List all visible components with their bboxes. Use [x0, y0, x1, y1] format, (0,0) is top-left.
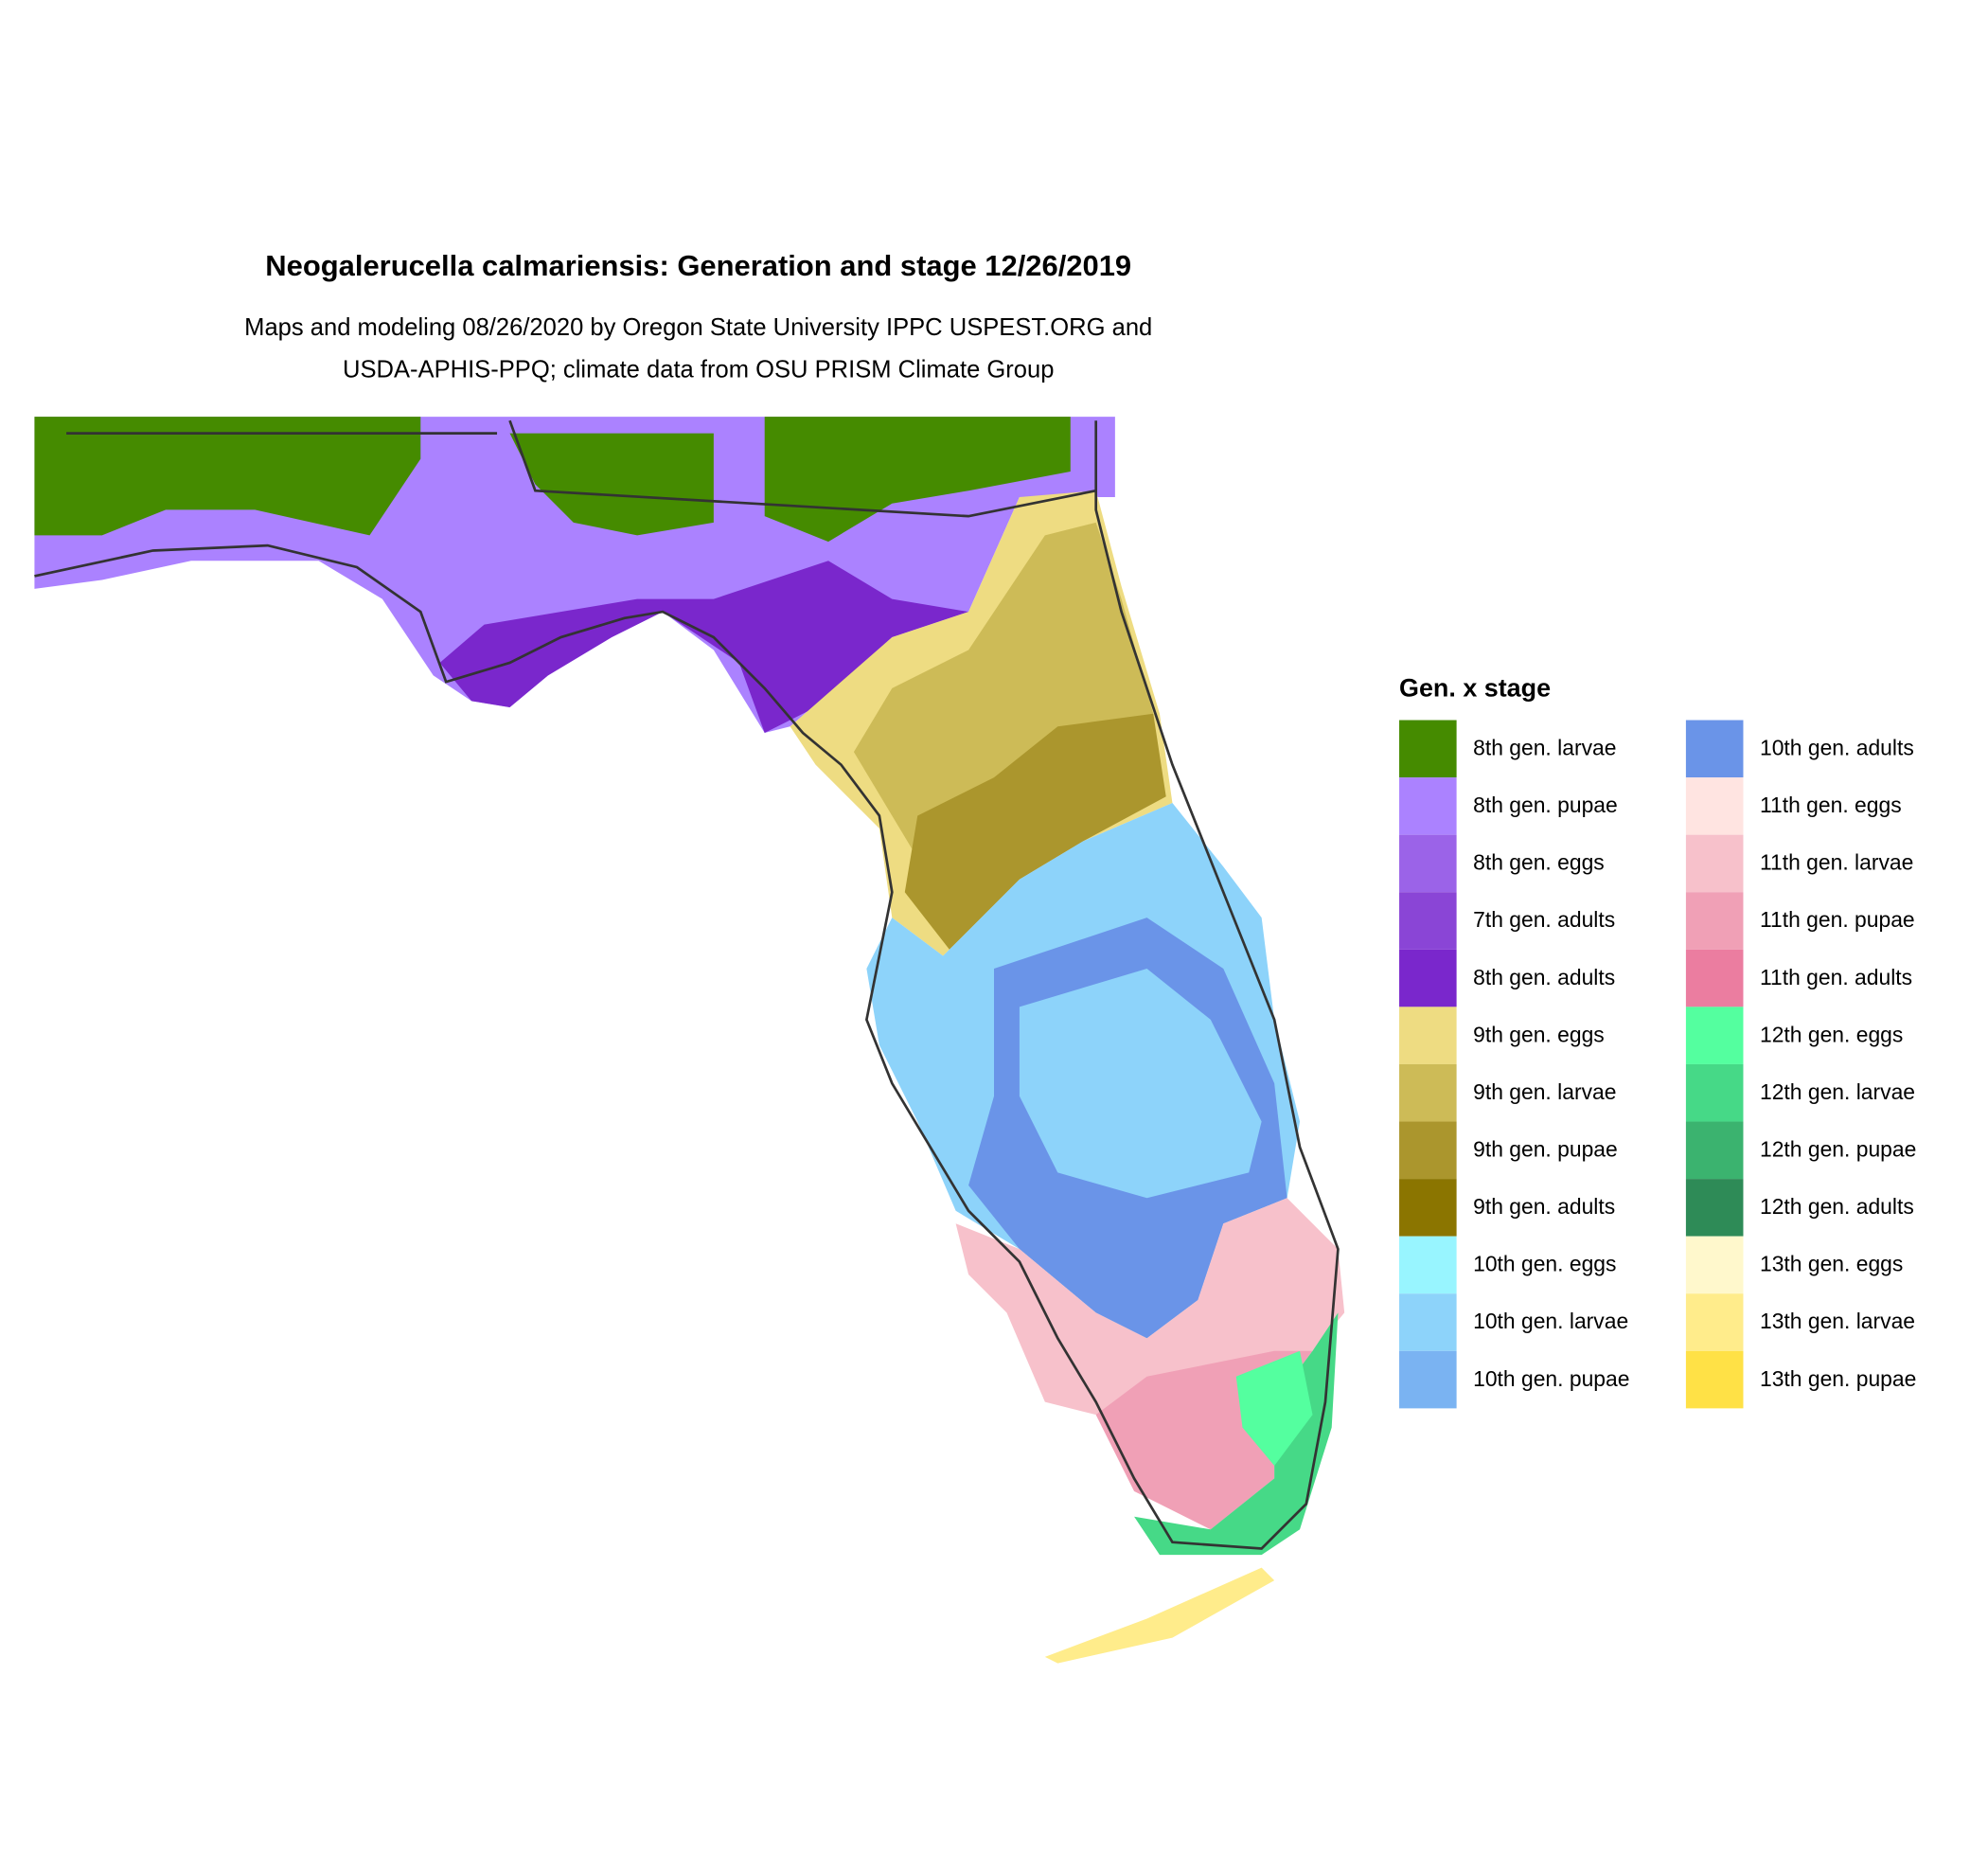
legend-label: 8th gen. larvae	[1473, 736, 1616, 760]
zone-12th-eggs	[1235, 1350, 1313, 1466]
legend-label: 10th gen. pupae	[1473, 1366, 1629, 1391]
legend-label: 12th gen. eggs	[1760, 1022, 1903, 1046]
legend-swatch	[1685, 1236, 1744, 1294]
legend-label: 11th gen. pupae	[1760, 907, 1915, 932]
legend-title: Gen. x stage	[1399, 673, 1551, 702]
legend-swatch	[1399, 1121, 1457, 1180]
legend-label: 8th gen. pupae	[1473, 793, 1618, 817]
legend-label: 10th gen. eggs	[1473, 1252, 1616, 1276]
map	[34, 417, 1345, 1664]
legend-swatch	[1685, 1121, 1744, 1180]
legend-label: 9th gen. pupae	[1473, 1137, 1618, 1162]
legend-label: 8th gen. eggs	[1473, 850, 1605, 875]
zone-10th-larvae	[1019, 968, 1262, 1199]
legend-label: 12th gen. adults	[1760, 1194, 1914, 1219]
legend-swatch	[1685, 1007, 1744, 1064]
legend-swatch	[1399, 720, 1457, 778]
legend-swatch	[1399, 1179, 1457, 1237]
legend-label: 12th gen. larvae	[1760, 1079, 1915, 1104]
legend-label: 13th gen. eggs	[1760, 1252, 1903, 1276]
legend-swatch	[1685, 1350, 1744, 1409]
legend-swatch	[1685, 949, 1744, 1007]
legend-label: 9th gen. adults	[1473, 1194, 1615, 1219]
legend-label: 10th gen. larvae	[1473, 1309, 1628, 1333]
legend-swatch	[1685, 892, 1744, 950]
legend-label: 11th gen. eggs	[1760, 793, 1902, 817]
legend-swatch	[1685, 777, 1744, 835]
zone-8th-larvae	[509, 433, 714, 536]
zone-13th-larvae	[1044, 1567, 1275, 1664]
legend-label: 11th gen. larvae	[1760, 850, 1913, 875]
zone-9th-pupae	[904, 713, 1166, 950]
legend-swatch	[1399, 949, 1457, 1007]
zone-12th-larvae	[1134, 1312, 1339, 1556]
legend-label: 8th gen. adults	[1473, 965, 1615, 989]
coastline	[34, 419, 1340, 1550]
legend-label: 10th gen. adults	[1760, 736, 1914, 760]
legend-label: 9th gen. eggs	[1473, 1022, 1605, 1046]
legend-swatch	[1399, 1007, 1457, 1064]
legend-label: 7th gen. adults	[1473, 907, 1615, 932]
legend-label: 13th gen. pupae	[1760, 1366, 1916, 1391]
legend: 8th gen. larvae 8th gen. pupae 8th gen. eg…	[1399, 720, 1916, 1409]
legend-swatch	[1685, 720, 1744, 778]
legend-swatch	[1399, 1350, 1457, 1409]
subtitle-line: Maps and modeling 08/26/2020 by Oregon S…	[244, 314, 1152, 341]
legend-label: 13th gen. larvae	[1760, 1309, 1915, 1333]
legend-swatch	[1685, 1293, 1744, 1351]
legend-swatch	[1399, 777, 1457, 835]
legend-label: 11th gen. adults	[1760, 965, 1912, 989]
subtitle-line: USDA-APHIS-PPQ; climate data from OSU PR…	[343, 356, 1054, 383]
zone-8th-larvae	[34, 417, 421, 536]
legend-swatch	[1399, 1236, 1457, 1294]
legend-label: 9th gen. larvae	[1473, 1079, 1616, 1104]
legend-swatch	[1685, 1063, 1744, 1122]
legend-label: 12th gen. pupae	[1760, 1137, 1916, 1162]
legend-swatch	[1399, 892, 1457, 950]
legend-swatch	[1399, 1293, 1457, 1351]
zone-8th-larvae	[764, 417, 1071, 543]
zone-8th-adults	[439, 561, 969, 733]
title: Neogalerucella calmariensis: Generation …	[265, 249, 1131, 282]
legend-swatch	[1399, 834, 1457, 893]
legend-swatch	[1685, 1179, 1744, 1237]
legend-swatch	[1685, 834, 1744, 893]
legend-swatch	[1399, 1063, 1457, 1122]
